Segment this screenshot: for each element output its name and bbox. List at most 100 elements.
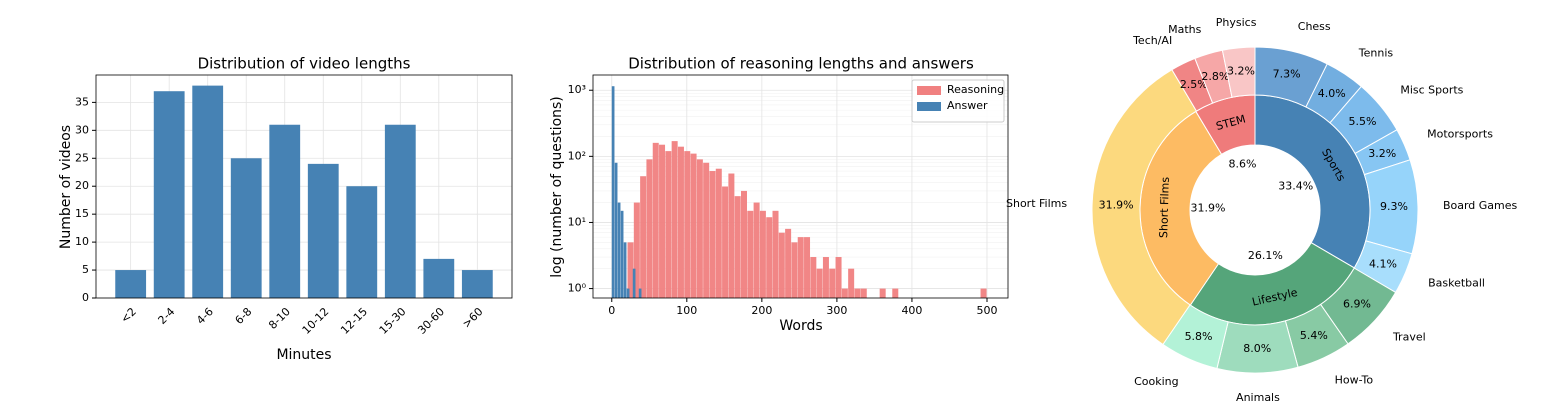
histogram-bar xyxy=(671,141,678,298)
histogram-bar xyxy=(690,153,697,298)
value-label: 5.4% xyxy=(1300,329,1328,342)
histogram-bar xyxy=(677,146,684,298)
category-label: Animals xyxy=(1236,391,1280,404)
histogram-bar xyxy=(617,202,621,298)
histogram-bar xyxy=(709,171,716,298)
category-label: Tech/AI xyxy=(1132,34,1172,47)
category-label: Motorsports xyxy=(1427,127,1493,140)
value-label: 5.8% xyxy=(1185,330,1213,343)
histogram-bar xyxy=(715,168,722,298)
chart-title: Distribution of video lengths xyxy=(198,55,411,73)
y-tick-label: 10⁰ xyxy=(568,282,587,295)
legend-swatch xyxy=(917,102,941,111)
y-tick-label: 10³ xyxy=(568,83,586,96)
histogram-bar xyxy=(646,159,653,298)
histogram-bar xyxy=(753,202,760,298)
histogram-bar xyxy=(797,237,804,298)
value-label: 31.9% xyxy=(1099,198,1134,211)
x-tick-label: 10-12 xyxy=(300,305,332,337)
value-label: 9.3% xyxy=(1380,200,1408,213)
x-axis-label: Minutes xyxy=(276,347,331,363)
histogram-bar xyxy=(614,162,618,298)
histogram-bar xyxy=(652,142,659,298)
value-label: 8.6% xyxy=(1228,158,1256,171)
value-label: 2.8% xyxy=(1201,70,1229,83)
histogram-bar xyxy=(759,210,766,298)
bar xyxy=(115,270,147,298)
bar xyxy=(384,124,416,298)
histogram-bar xyxy=(835,257,842,298)
y-tick-label: 5 xyxy=(82,263,89,276)
axes-frame xyxy=(95,74,513,299)
value-label: 4.1% xyxy=(1369,257,1397,270)
category-label: Board Games xyxy=(1443,199,1518,212)
category-label: Travel xyxy=(1392,331,1426,344)
y-tick-label: 35 xyxy=(75,95,89,108)
histogram-bar xyxy=(848,268,855,298)
y-tick-label: 20 xyxy=(75,179,89,192)
category-label: Chess xyxy=(1298,20,1331,33)
histogram-bar xyxy=(722,186,729,298)
y-tick-label: 10² xyxy=(568,149,586,162)
y-tick-label: 15 xyxy=(75,207,89,220)
y-tick-label: 25 xyxy=(75,151,89,164)
ring-label: Short Films xyxy=(1157,176,1172,238)
category-label: Maths xyxy=(1168,23,1202,36)
x-tick-label: 15-30 xyxy=(377,305,409,337)
histogram-bar xyxy=(627,242,634,298)
category-label: Tennis xyxy=(1358,46,1394,59)
x-tick-label: 30-60 xyxy=(415,305,447,337)
histogram-bar xyxy=(772,210,779,298)
x-tick-label: 200 xyxy=(751,304,772,317)
category-label: Cooking xyxy=(1134,375,1179,388)
chart-title: Distribution of reasoning lengths and an… xyxy=(628,55,974,73)
value-label: 6.9% xyxy=(1343,297,1371,310)
value-label: 7.3% xyxy=(1273,68,1301,81)
value-label: 31.9% xyxy=(1191,202,1226,215)
histogram-bar xyxy=(804,237,811,298)
histogram-bar xyxy=(980,288,987,298)
histogram-bar xyxy=(632,268,636,298)
category-label: How-To xyxy=(1335,373,1374,386)
bar xyxy=(346,186,378,298)
histogram-bar xyxy=(778,232,785,298)
histogram-bar xyxy=(766,217,773,298)
histogram-bar xyxy=(747,210,754,298)
histogram-bar xyxy=(633,202,640,298)
histogram-bar xyxy=(822,257,829,298)
histogram-bar xyxy=(829,268,836,298)
x-tick-label: 4-6 xyxy=(194,305,216,327)
value-label: 5.5% xyxy=(1348,115,1376,128)
histogram-bar xyxy=(684,151,691,298)
value-label: 3.2% xyxy=(1227,65,1255,78)
bar xyxy=(153,91,185,298)
histogram-bar xyxy=(740,190,747,298)
histogram-bar xyxy=(626,288,630,298)
x-axis-label: Words xyxy=(779,318,822,334)
axes-frame xyxy=(592,74,1009,299)
y-tick-label: 0 xyxy=(82,291,89,304)
y-axis-label: Number of videos xyxy=(58,125,74,249)
pie-sector xyxy=(1091,69,1198,346)
value-label: 26.1% xyxy=(1248,249,1283,262)
histogram-bar xyxy=(728,173,735,298)
x-tick-label: 0 xyxy=(608,304,615,317)
histogram-bar xyxy=(703,162,710,298)
x-tick-label: 300 xyxy=(826,304,847,317)
histogram-bar xyxy=(638,288,642,298)
bar xyxy=(192,85,224,298)
y-tick-label: 10 xyxy=(75,235,89,248)
x-tick-label: 500 xyxy=(976,304,997,317)
value-label: 33.4% xyxy=(1278,180,1313,193)
legend-swatch xyxy=(917,86,941,95)
legend-label: Answer xyxy=(947,99,988,112)
category-label: Basketball xyxy=(1428,276,1485,289)
category-label: Short Films xyxy=(1006,197,1067,210)
bar xyxy=(423,258,455,298)
bar xyxy=(230,158,262,298)
category-label: Physics xyxy=(1216,16,1257,29)
histogram-bar xyxy=(611,86,615,298)
legend-label: Reasoning xyxy=(947,83,1004,96)
histogram-bar xyxy=(892,288,899,298)
